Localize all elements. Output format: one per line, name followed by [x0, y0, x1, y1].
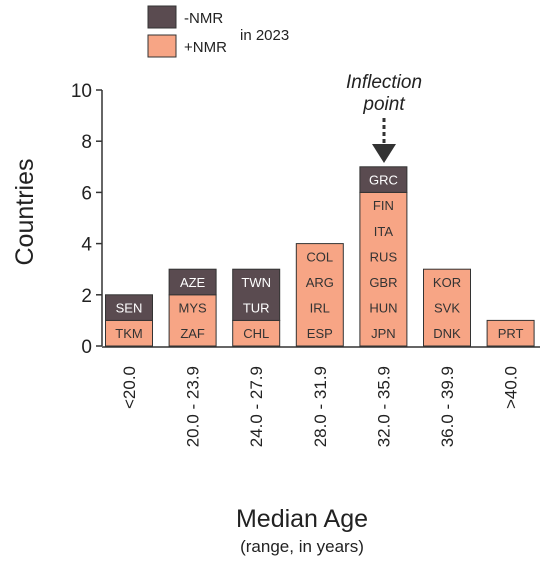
legend-swatch-negative-nmr: [147, 5, 177, 29]
bar-segment-negative-nmr: [359, 166, 408, 193]
bar-segment-positive-nmr: [486, 319, 535, 347]
country-label: AZE: [180, 275, 206, 290]
legend-suffix: in 2023: [240, 27, 289, 44]
legend: -NMR +NMR in 2023: [147, 5, 289, 58]
country-label: IRL: [310, 301, 330, 316]
x-axis-title: Median Age: [236, 505, 368, 533]
country-label: TUR: [243, 301, 270, 316]
bar-segment-positive-nmr: [168, 294, 217, 347]
country-label: ITA: [374, 224, 394, 239]
y-axis: 0 2 4 6 8 10: [71, 81, 103, 358]
country-label: ARG: [306, 275, 334, 290]
x-tick-label: 20.0 - 23.9: [184, 366, 203, 447]
y-tick-label: 0: [81, 337, 92, 358]
country-label: TWN: [241, 275, 271, 290]
legend-label-negative-nmr: -NMR: [184, 10, 223, 27]
country-label: RUS: [370, 249, 398, 264]
country-label: SVK: [434, 301, 460, 316]
bar-segment-negative-nmr: [232, 268, 281, 321]
bar-segment-positive-nmr: [105, 319, 153, 347]
bars: TKM SEN ZAF MYS AZE CHL TUR TWN ESP IRL ARG COL JPN H…: [105, 166, 535, 347]
y-tick-label: 4: [81, 235, 92, 256]
x-tick-label: >40.0: [502, 366, 521, 409]
country-label: ZAF: [180, 326, 205, 341]
country-label: PRT: [498, 326, 524, 341]
country-label: TKM: [115, 326, 142, 341]
x-tick-label: <20.0: [120, 366, 139, 409]
bar-segment-positive-nmr: [295, 243, 344, 347]
country-label: MYS: [179, 301, 208, 316]
legend-swatch-positive-nmr: [147, 34, 177, 58]
country-label: JPN: [371, 326, 396, 341]
country-label: COL: [306, 249, 333, 264]
country-label: DNK: [433, 326, 461, 341]
country-label: ESP: [307, 326, 333, 341]
country-label: SEN: [116, 301, 143, 316]
country-label: GRC: [369, 173, 398, 188]
bar-segment-negative-nmr: [105, 294, 153, 321]
annotation-line-1: Inflection: [346, 72, 422, 93]
y-axis-title: Countries: [11, 159, 39, 266]
x-tick-label: 36.0 - 39.9: [438, 366, 457, 447]
bar-segment-negative-nmr: [168, 268, 217, 296]
country-label: CHL: [243, 326, 269, 341]
y-tick-label: 6: [81, 183, 92, 204]
y-tick-label: 8: [81, 132, 92, 153]
country-label: GBR: [369, 275, 397, 290]
annotation-arrow-head: [372, 144, 396, 163]
legend-label-positive-nmr: +NMR: [184, 39, 227, 56]
inflection-annotation: Inflection point: [346, 72, 422, 163]
x-tick-label: 32.0 - 35.9: [374, 366, 393, 447]
annotation-line-2: point: [362, 94, 405, 115]
country-label: HUN: [369, 301, 397, 316]
x-tick-label: 28.0 - 31.9: [311, 366, 330, 447]
country-label: FIN: [373, 198, 394, 213]
bar-segment-positive-nmr: [359, 191, 408, 347]
bar-segment-positive-nmr: [232, 319, 281, 347]
x-axis-subtitle: (range, in years): [240, 537, 364, 556]
country-label: KOR: [433, 275, 461, 290]
y-tick-label: 10: [71, 81, 92, 102]
bar-segment-positive-nmr: [423, 268, 471, 347]
y-tick-label: 2: [81, 286, 92, 307]
x-tick-label: 24.0 - 27.9: [247, 366, 266, 447]
x-axis: <20.0 20.0 - 23.9 24.0 - 27.9 28.0 - 31.9 32…: [102, 346, 540, 447]
